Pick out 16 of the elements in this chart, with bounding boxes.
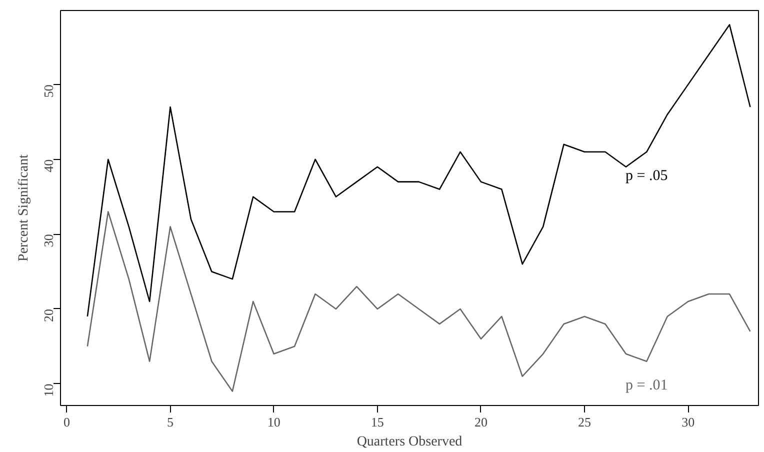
x-tick-label: 0 — [63, 414, 70, 430]
x-tick-label: 5 — [167, 414, 174, 430]
x-tick-label: 30 — [682, 414, 695, 430]
y-tick-label: 20 — [41, 308, 56, 322]
x-tick-label: 20 — [474, 414, 488, 430]
y-tick-label: 40 — [41, 159, 56, 172]
y-tick-label: 10 — [41, 384, 56, 397]
y-tick-label: 50 — [41, 84, 56, 98]
y-axis-title: Percent Significant — [16, 154, 32, 262]
x-tick-label: 15 — [370, 414, 384, 430]
x-tick-label: 25 — [578, 414, 592, 430]
x-axis-title: Quarters Observed — [356, 434, 462, 450]
x-tick-label: 10 — [267, 414, 280, 430]
series-label: p = .01 — [626, 377, 668, 394]
y-tick-label: 30 — [41, 234, 56, 248]
series-label: p = .05 — [626, 168, 668, 184]
